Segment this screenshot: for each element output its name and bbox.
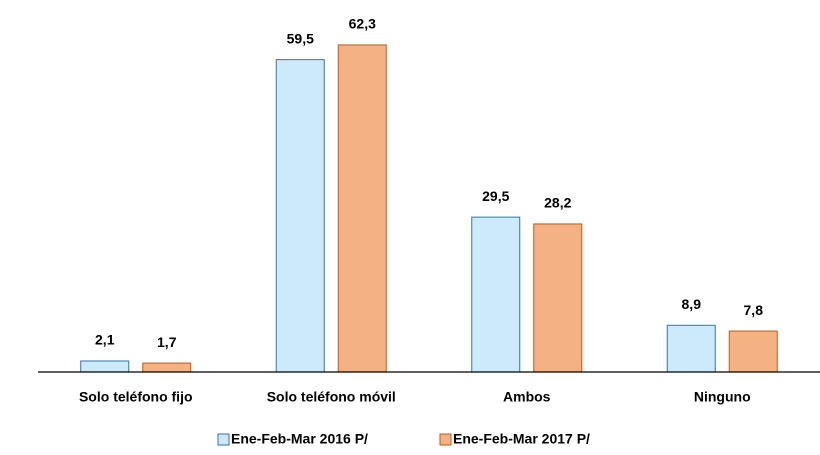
- data-label: 59,5: [287, 30, 314, 46]
- bar: [275, 59, 325, 373]
- data-label: 29,5: [482, 188, 509, 204]
- data-label: 62,3: [349, 16, 376, 32]
- data-label: 7,8: [744, 302, 764, 318]
- x-tick-label: Ambos: [503, 389, 551, 405]
- x-tick-label: Solo teléfono móvil: [267, 389, 396, 405]
- legend-swatch: [217, 433, 230, 446]
- legend-label: Ene-Feb-Mar 2016 P/: [231, 431, 368, 447]
- bar: [666, 324, 716, 373]
- data-label: 28,2: [544, 195, 571, 211]
- bar: [728, 330, 778, 373]
- data-label: 1,7: [157, 334, 177, 350]
- bar: [142, 362, 192, 373]
- bar: [533, 223, 583, 373]
- data-label: 8,9: [682, 296, 702, 312]
- bar: [80, 360, 130, 373]
- data-label: 2,1: [95, 332, 115, 348]
- bar: [471, 216, 521, 373]
- legend-label: Ene-Feb-Mar 2017 P/: [453, 431, 590, 447]
- legend-swatch: [439, 433, 452, 446]
- bar: [337, 44, 387, 373]
- x-tick-label: Ninguno: [694, 389, 751, 405]
- x-tick-label: Solo teléfono fijo: [79, 389, 193, 405]
